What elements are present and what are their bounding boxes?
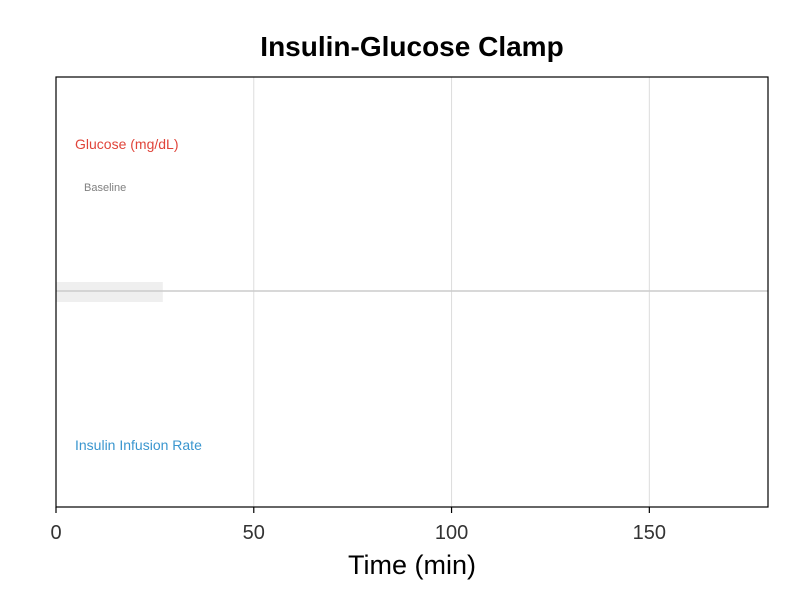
series-label-insulin: Insulin Infusion Rate [75,437,202,453]
chart-title: Insulin-Glucose Clamp [260,31,563,62]
x-tick-label-100: 100 [435,522,468,544]
series-label-glucose: Glucose (mg/dL) [75,136,178,152]
x-tick-label-150: 150 [633,522,666,544]
plot-frame [55,76,769,508]
baseline-annotation: Baseline [84,182,126,194]
x-tick-label-50: 50 [243,522,265,544]
baseline-band-group [56,282,163,302]
x-axis-ticks: 0 50 100 150 [50,507,666,544]
x-tick-label-0: 0 [50,522,61,544]
baseline-band [56,282,163,302]
x-axis-label: Time (min) [348,550,476,580]
grid-lines [253,77,650,507]
